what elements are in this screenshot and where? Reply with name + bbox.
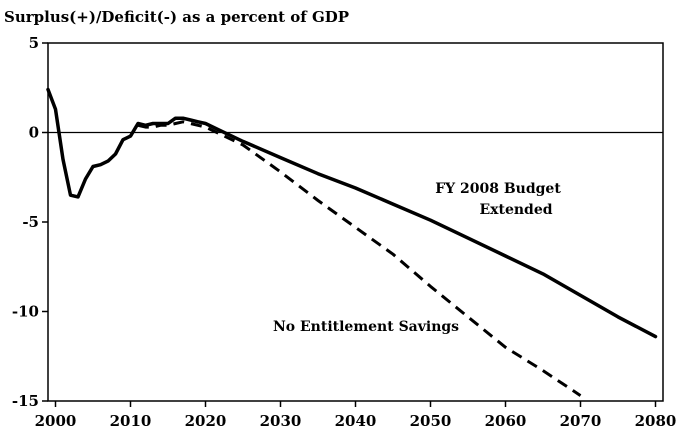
y-tick-label: -5 [22,213,39,231]
series-line-no-entitlement-savings [137,120,582,397]
x-tick-label: 2000 [35,412,77,430]
y-tick-label: 0 [29,124,39,142]
x-tick-label: 2080 [635,412,677,430]
series-line-budget-extended [46,87,658,339]
x-tick-label: 2060 [485,412,527,430]
series-layer [46,87,658,397]
x-tick-label: 2040 [335,412,377,430]
x-axis: 2000 2010 2020 2030 2040 2050 2060 2070 2080 [35,401,677,430]
x-tick-label: 2070 [560,412,602,430]
x-tick-label: 2020 [185,412,227,430]
y-axis: 5 0 -5 -10 -15 [12,34,48,410]
x-tick-label: 2030 [260,412,302,430]
y-tick-label: 5 [29,34,39,52]
y-tick-label: -15 [12,392,39,410]
annotation-budget-line2: Extended [479,202,552,218]
chart-title: Surplus(+)/Deficit(-) as a percent of GD… [4,8,349,26]
plot-frame [47,42,664,402]
x-tick-label: 2050 [410,412,452,430]
annotation-budget-line1: FY 2008 Budget [435,181,561,197]
x-tick-label: 2010 [110,412,152,430]
annotation-no-entitlement: No Entitlement Savings [273,319,459,335]
y-tick-label: -10 [12,303,39,321]
